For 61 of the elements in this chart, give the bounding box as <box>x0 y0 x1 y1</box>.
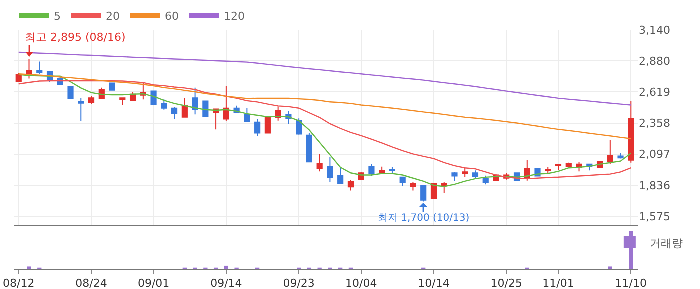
candlestick <box>192 87 198 116</box>
y-tick-label: 2,880 <box>639 54 670 68</box>
x-tick-label: 09/01 <box>138 277 170 289</box>
legend-label: 120 <box>224 10 245 23</box>
y-tick-label: 2,619 <box>639 86 670 99</box>
x-tick-label: 09/14 <box>210 277 242 289</box>
candlestick <box>545 167 552 174</box>
x-tick-label: 10/25 <box>490 277 522 289</box>
x-tick-label: 11/01 <box>542 277 574 289</box>
x-tick-label: 08/24 <box>76 277 108 289</box>
x-tick-label: 09/23 <box>283 277 315 289</box>
candlestick <box>348 180 354 192</box>
candlestick <box>223 86 230 122</box>
candlestick <box>244 108 250 122</box>
candlestick <box>68 86 74 100</box>
candlestick <box>628 100 634 164</box>
line-series <box>18 74 632 140</box>
y-tick-label: 2,097 <box>639 148 670 162</box>
candlestick <box>420 185 427 202</box>
candlestick <box>120 98 126 106</box>
candlestick <box>472 170 479 180</box>
y-tick-label: 1,575 <box>639 210 670 224</box>
candlestick <box>264 116 271 134</box>
candlestick <box>607 140 614 165</box>
candlestick <box>555 164 562 171</box>
candlestick <box>410 182 416 192</box>
candlestick <box>618 152 624 160</box>
candlestick <box>327 156 334 183</box>
candlestick <box>88 96 95 105</box>
candlestick <box>389 167 396 174</box>
annotation: 최고 2,895 (08/16) <box>25 31 126 44</box>
candlestick <box>566 162 572 168</box>
candlestick <box>78 98 84 122</box>
candlestick <box>452 172 458 182</box>
candlestick <box>316 154 323 172</box>
candlestick <box>161 99 168 110</box>
candlestick <box>368 164 375 177</box>
annotation: 최저 1,700 (10/13) <box>378 213 470 224</box>
candlestick <box>254 118 261 137</box>
candlestick <box>462 167 468 178</box>
legend-label: 60 <box>165 10 179 23</box>
y-tick-label: 2,358 <box>639 117 670 130</box>
legend-label: 5 <box>54 10 61 23</box>
candlestick <box>400 176 406 187</box>
x-tick-label: 08/12 <box>3 277 35 289</box>
legend-label: 20 <box>106 10 120 23</box>
y-tick-label: 1,836 <box>639 179 670 192</box>
x-tick-label: 11/10 <box>615 277 647 289</box>
x-tick-label: 10/14 <box>418 277 450 289</box>
candlestick <box>306 132 312 163</box>
candlestick <box>482 175 489 186</box>
candlestick <box>109 82 116 91</box>
legend-label: 거래량 <box>650 236 683 250</box>
candlestick <box>36 61 43 75</box>
candlestick <box>338 167 344 184</box>
y-tick-label: 3,140 <box>639 24 670 37</box>
x-tick-label: 10/04 <box>345 277 378 289</box>
candlestick <box>172 106 178 120</box>
candlestick <box>182 98 188 118</box>
bar <box>224 266 228 269</box>
candlestick <box>202 100 209 118</box>
